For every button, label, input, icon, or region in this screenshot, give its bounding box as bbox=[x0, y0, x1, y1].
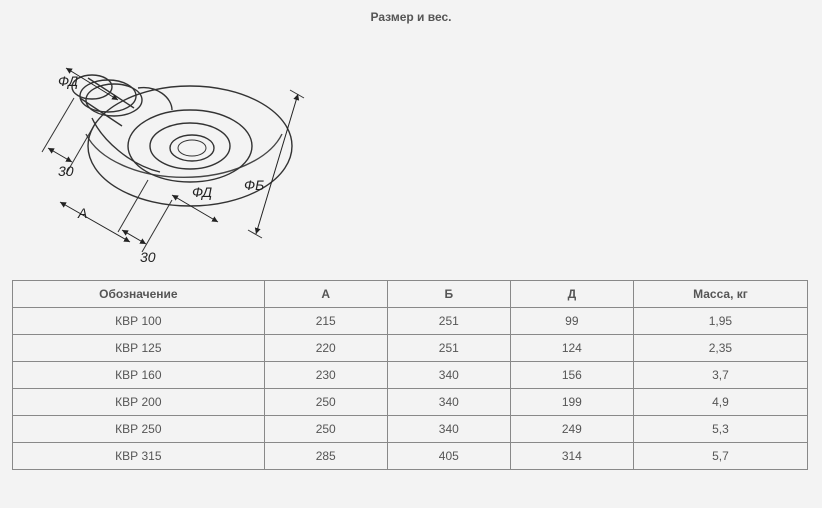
table-header-name: Обозначение bbox=[13, 281, 265, 308]
table-cell-d: 156 bbox=[510, 362, 633, 389]
table-cell-name: КВР 125 bbox=[13, 335, 265, 362]
table-cell-mass: 1,95 bbox=[633, 308, 807, 335]
page: Размер и вес. bbox=[0, 0, 822, 490]
table-cell-mass: 3,7 bbox=[633, 362, 807, 389]
table-cell-a: 250 bbox=[264, 389, 387, 416]
table-cell-a: 215 bbox=[264, 308, 387, 335]
table-cell-d: 314 bbox=[510, 443, 633, 470]
table-cell-mass: 4,9 bbox=[633, 389, 807, 416]
table-cell-b: 251 bbox=[387, 308, 510, 335]
technical-drawing: ФД ФД ФБ 30 А 30 bbox=[22, 30, 322, 270]
table-cell-name: КВР 160 bbox=[13, 362, 265, 389]
table-cell-mass: 2,35 bbox=[633, 335, 807, 362]
table-row: КВР 1252202511242,35 bbox=[13, 335, 808, 362]
table-cell-a: 230 bbox=[264, 362, 387, 389]
table-row: КВР 100215251991,95 bbox=[13, 308, 808, 335]
table-cell-mass: 5,7 bbox=[633, 443, 807, 470]
table-cell-name: КВР 315 bbox=[13, 443, 265, 470]
table-cell-b: 340 bbox=[387, 362, 510, 389]
table-row: КВР 1602303401563,7 bbox=[13, 362, 808, 389]
table-cell-name: КВР 250 bbox=[13, 416, 265, 443]
dim-label-phi-d-mid: ФД bbox=[192, 184, 212, 200]
table-cell-a: 220 bbox=[264, 335, 387, 362]
table-header-row: ОбозначениеАБДМасса, кг bbox=[13, 281, 808, 308]
table-body: КВР 100215251991,95КВР 1252202511242,35К… bbox=[13, 308, 808, 470]
table-cell-name: КВР 100 bbox=[13, 308, 265, 335]
table-cell-d: 124 bbox=[510, 335, 633, 362]
table-cell-b: 251 bbox=[387, 335, 510, 362]
table-cell-d: 99 bbox=[510, 308, 633, 335]
table-cell-d: 199 bbox=[510, 389, 633, 416]
table-row: КВР 2002503401994,9 bbox=[13, 389, 808, 416]
dim-label-30-upper: 30 bbox=[58, 163, 74, 179]
dim-label-a: А bbox=[77, 205, 87, 221]
table-header-a: А bbox=[264, 281, 387, 308]
table-cell-name: КВР 200 bbox=[13, 389, 265, 416]
table-header-mass: Масса, кг bbox=[633, 281, 807, 308]
dim-label-30-lower: 30 bbox=[140, 249, 156, 265]
dim-label-phi-b: ФБ bbox=[244, 177, 264, 193]
table-header-d: Д bbox=[510, 281, 633, 308]
dim-label-phi-d-top: ФД bbox=[58, 73, 78, 89]
table-cell-d: 249 bbox=[510, 416, 633, 443]
table-cell-b: 340 bbox=[387, 389, 510, 416]
table-header-b: Б bbox=[387, 281, 510, 308]
table-cell-b: 340 bbox=[387, 416, 510, 443]
table-row: КВР 3152854053145,7 bbox=[13, 443, 808, 470]
table-row: КВР 2502503402495,3 bbox=[13, 416, 808, 443]
drawing-svg: ФД ФД ФБ 30 А 30 bbox=[22, 30, 322, 270]
table-cell-a: 250 bbox=[264, 416, 387, 443]
table-cell-mass: 5,3 bbox=[633, 416, 807, 443]
page-title: Размер и вес. bbox=[12, 10, 810, 24]
table-cell-b: 405 bbox=[387, 443, 510, 470]
dimensions-table: ОбозначениеАБДМасса, кг КВР 100215251991… bbox=[12, 280, 808, 470]
table-cell-a: 285 bbox=[264, 443, 387, 470]
